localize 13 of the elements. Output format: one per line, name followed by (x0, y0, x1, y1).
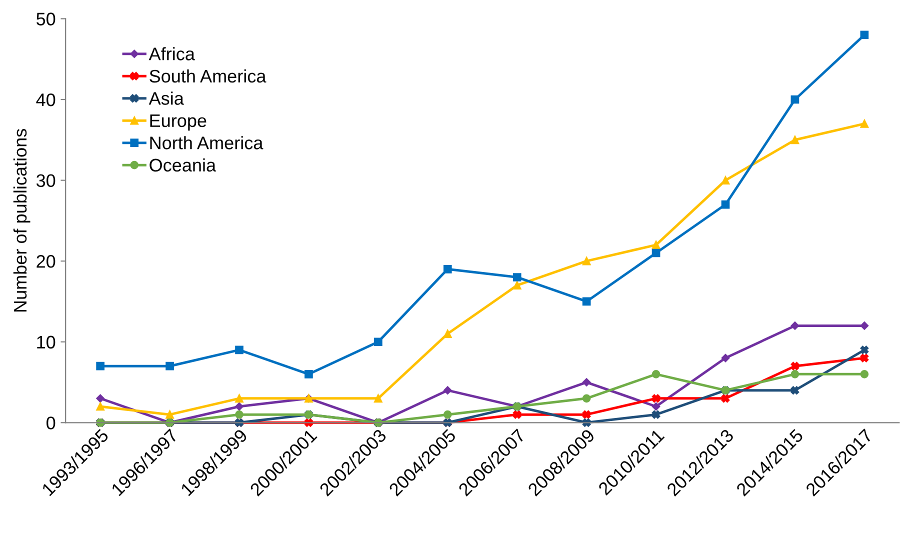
legend-label: Asia (148, 92, 184, 105)
y-tick-label: 10 (37, 336, 56, 349)
y-tick-label: 50 (36, 12, 56, 26)
legend-label: North America (150, 136, 264, 150)
y-tick-label: 0 (46, 416, 56, 430)
y-tick-label: 20 (36, 255, 56, 268)
legend-label: Africa (148, 47, 195, 60)
y-axis-title: Number of publications (13, 129, 30, 312)
legend-label: South America (150, 69, 266, 83)
legend-label: Oceania (150, 158, 216, 172)
y-tick-label: 30 (36, 174, 56, 188)
legend-label: Europe (150, 114, 206, 131)
y-tick-label: 40 (36, 93, 56, 106)
